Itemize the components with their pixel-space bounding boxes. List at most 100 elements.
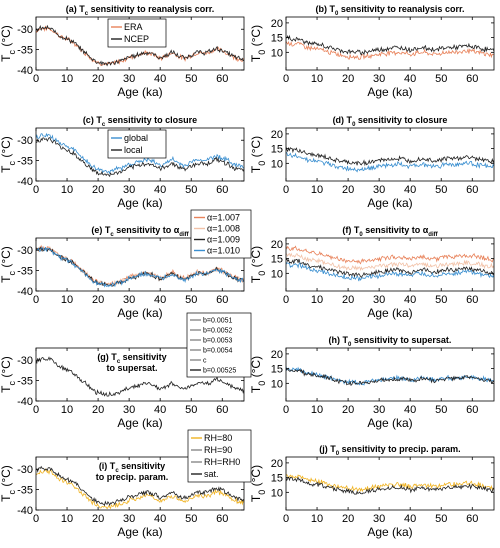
y-tick-label: -40 <box>17 176 33 188</box>
series-line <box>286 252 494 272</box>
x-axis-label: Age (ka) <box>117 196 162 210</box>
plot-area-frame <box>285 456 495 511</box>
y-tick-label: 20 <box>271 239 283 251</box>
series-line <box>36 132 244 175</box>
y-tick-label: 10 <box>271 378 283 390</box>
y-axis-label: T0 (°C) <box>249 246 267 283</box>
series-line <box>286 257 494 279</box>
legend-label: α=1.009 <box>207 235 240 245</box>
legend-label: RH=90 <box>204 445 232 455</box>
y-tick-label: -40 <box>17 396 33 408</box>
x-tick-label: 0 <box>283 73 289 85</box>
x-tick-label: 60 <box>216 404 228 416</box>
x-tick-label: 40 <box>154 73 166 85</box>
panel-e: (e) Tc sensitivity to αdiff 0 10 20 30 40 50 60… <box>0 209 252 320</box>
x-tick-label: 40 <box>404 73 416 85</box>
y-axis-label: Tc (°C) <box>0 356 17 393</box>
series-line <box>286 40 494 60</box>
x-tick-label: 30 <box>123 184 135 196</box>
y-tick-label: -35 <box>17 485 33 497</box>
x-tick-label: 30 <box>123 294 135 306</box>
panel-c: (c) Tc sensitivity to closure 0 10 20 30 40 50… <box>0 115 245 210</box>
panel-title-line: (g) Tc sensitivity <box>97 352 166 365</box>
series-line <box>286 476 494 495</box>
x-tick-label: 50 <box>435 404 447 416</box>
x-tick-label: 50 <box>185 184 197 196</box>
x-tick-label: 20 <box>342 184 354 196</box>
x-tick-label: 0 <box>33 513 39 525</box>
legend-label: RH=80 <box>204 433 232 443</box>
x-tick-label: 30 <box>123 73 135 85</box>
y-tick-label: -40 <box>17 65 33 77</box>
x-tick-label: 40 <box>404 184 416 196</box>
series-line <box>36 247 244 288</box>
legend-label: α=1.007 <box>207 213 240 223</box>
x-tick-label: 0 <box>283 294 289 306</box>
x-tick-label: 50 <box>185 404 197 416</box>
x-tick-label: 30 <box>123 513 135 525</box>
panel-title: (f) T0 sensitivity to αdiff <box>342 225 438 238</box>
panel-title: (d) T0 sensitivity to closure <box>333 115 448 128</box>
y-tick-label: -35 <box>17 156 33 168</box>
x-tick-label: 20 <box>92 513 104 525</box>
y-tick-label: -40 <box>17 286 33 298</box>
legend-label: α=1.010 <box>207 246 240 256</box>
series-line <box>36 356 244 397</box>
plot-area-frame <box>285 16 495 71</box>
y-tick-label: -40 <box>17 505 33 517</box>
x-axis-label: Age (ka) <box>117 525 162 539</box>
x-tick-label: 60 <box>466 513 478 525</box>
y-tick-label: 10 <box>271 487 283 499</box>
x-tick-label: 50 <box>435 513 447 525</box>
panel-a: (a) Tc sensitivity to reanalysis corr. 0 1… <box>0 4 245 99</box>
legend: global local <box>107 129 167 159</box>
y-tick-label: 20 <box>271 458 283 470</box>
series-line <box>286 368 494 387</box>
x-tick-label: 50 <box>435 294 447 306</box>
y-tick-label: 15 <box>271 254 283 266</box>
legend-label: b=0.0052 <box>203 327 232 334</box>
x-tick-label: 10 <box>311 513 323 525</box>
legend-label: sat. <box>204 469 219 479</box>
x-tick-label: 30 <box>373 73 385 85</box>
series-line <box>286 366 494 386</box>
y-tick-label: -35 <box>17 266 33 278</box>
x-tick-label: 20 <box>342 73 354 85</box>
plot-area-frame <box>285 237 495 292</box>
x-tick-label: 10 <box>311 294 323 306</box>
y-tick-label: 20 <box>271 129 283 141</box>
x-axis-label: Age (ka) <box>117 306 162 320</box>
legend-box <box>107 18 167 48</box>
y-tick-label: -35 <box>17 376 33 388</box>
x-tick-label: 20 <box>92 404 104 416</box>
series-line <box>286 262 494 282</box>
x-tick-label: 10 <box>61 513 73 525</box>
y-tick-label: 10 <box>271 268 283 280</box>
x-axis-label: Age (ka) <box>367 306 412 320</box>
y-tick-label: 10 <box>271 158 283 170</box>
panel-h: (h) T0 sensitivity to supersat. 0 10 20 30 40… <box>249 335 495 430</box>
panel-title: (h) T0 sensitivity to supersat. <box>329 335 452 348</box>
x-tick-label: 40 <box>404 404 416 416</box>
x-tick-label: 60 <box>466 404 478 416</box>
y-tick-label: 15 <box>271 33 283 45</box>
x-axis-label: Age (ka) <box>117 416 162 430</box>
legend-label: local <box>124 145 143 155</box>
y-tick-label: -30 <box>17 24 33 36</box>
x-tick-label: 40 <box>154 184 166 196</box>
panel-j: (j) T0 sensitivity to precip. param. 0 10 2… <box>249 444 495 539</box>
x-tick-label: 60 <box>216 294 228 306</box>
y-tick-label: -30 <box>17 464 33 476</box>
y-tick-label: 15 <box>271 144 283 156</box>
x-tick-label: 40 <box>154 513 166 525</box>
y-axis-label: Tc (°C) <box>0 25 17 62</box>
legend-label: α=1.008 <box>207 224 240 234</box>
x-tick-label: 0 <box>33 404 39 416</box>
panel-title: (j) T0 sensitivity to precip. param. <box>319 444 460 457</box>
x-tick-label: 10 <box>311 73 323 85</box>
x-axis-label: Age (ka) <box>367 416 412 430</box>
plot-area-frame <box>35 16 245 71</box>
series-line <box>286 245 494 265</box>
x-tick-label: 0 <box>33 73 39 85</box>
